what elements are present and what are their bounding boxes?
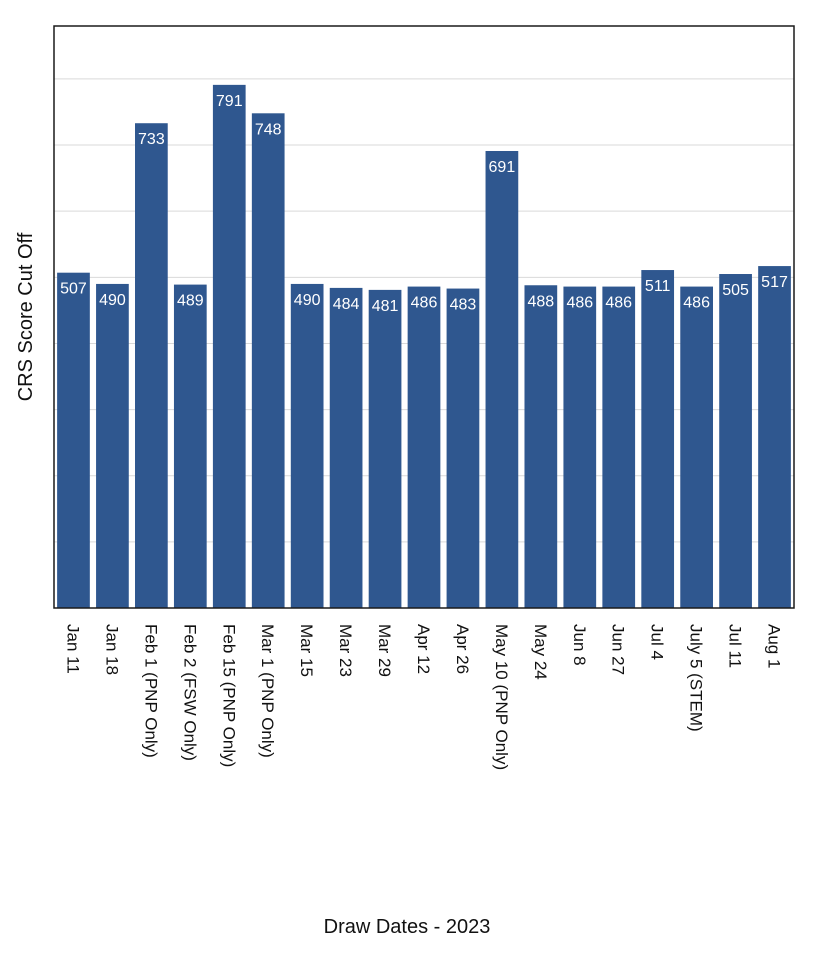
bar-value-label: 507 <box>60 281 87 298</box>
x-tick-label: Aug 1 <box>765 624 784 668</box>
bar <box>641 270 675 608</box>
bar <box>173 284 207 608</box>
bar-value-label: 748 <box>255 121 282 138</box>
bar <box>96 283 129 608</box>
x-tick-label: Mar 15 <box>297 624 316 677</box>
x-tick-label: Jan 18 <box>102 624 121 675</box>
x-tick-label: Jul 11 <box>726 624 745 668</box>
bar-value-label: 486 <box>683 295 710 312</box>
bar-value-label: 505 <box>722 282 749 299</box>
x-tick-label: Apr 12 <box>414 624 433 674</box>
bar-value-label: 486 <box>566 295 593 312</box>
bar-value-label: 733 <box>138 131 165 148</box>
plot-frame <box>53 25 795 609</box>
x-tick-labels: Jan 11 Jan 18 Feb 1 (PNP Only) Feb 2 (FSW O… <box>63 624 783 770</box>
bar <box>485 150 519 608</box>
bar <box>602 286 636 608</box>
bar <box>719 274 752 608</box>
x-tick-label: Jul 4 <box>648 624 667 660</box>
x-tick-label: May 24 <box>531 624 550 680</box>
bar-value-label: 517 <box>761 274 788 291</box>
x-tick-label: Mar 29 <box>375 624 394 677</box>
bar-value-label: 490 <box>99 292 126 309</box>
x-tick-label: Jun 27 <box>609 624 628 675</box>
x-tick-label: Feb 1 (PNP Only) <box>141 624 160 758</box>
x-tick-label: Mar 1 (PNP Only) <box>258 624 277 758</box>
bar <box>329 287 363 608</box>
bar-value-label: 486 <box>605 295 632 312</box>
bar-value-label: 691 <box>489 159 516 176</box>
bars <box>57 84 791 609</box>
bar-value-label: 486 <box>411 295 438 312</box>
x-tick-label: Feb 15 (PNP Only) <box>219 624 238 767</box>
bar <box>212 84 246 608</box>
value-labels: 507 490 733 489 791 748 490 484 481 486 483 691 488 4… <box>60 93 788 315</box>
bar <box>758 266 791 608</box>
x-tick-label: Jan 11 <box>63 624 82 674</box>
y-axis-title: CRS Score Cut Off <box>15 232 37 401</box>
bar <box>290 283 324 608</box>
x-tick-label: Jun 8 <box>570 624 589 666</box>
bar <box>407 286 441 608</box>
bar-value-label: 791 <box>216 93 243 110</box>
bar <box>680 286 713 608</box>
bar-value-label: 490 <box>294 292 321 309</box>
x-axis-title: Draw Dates - 2023 <box>324 916 491 938</box>
x-tick-label: July 5 (STEM) <box>687 624 706 732</box>
bar <box>135 123 168 608</box>
bar <box>446 288 480 608</box>
x-tick-label: Feb 2 (FSW Only) <box>180 624 199 761</box>
bar <box>57 272 90 608</box>
bar-value-label: 481 <box>372 298 399 315</box>
bar <box>368 289 402 608</box>
x-tick-label: Mar 23 <box>336 624 355 677</box>
bar-value-label: 488 <box>527 293 554 310</box>
bar-value-label: 483 <box>450 297 477 314</box>
bar-value-label: 484 <box>333 296 360 313</box>
bar <box>563 286 597 608</box>
bar <box>524 285 558 608</box>
bar-value-label: 489 <box>177 293 204 310</box>
x-tick-label: Apr 26 <box>453 624 472 674</box>
x-tick-label: May 10 (PNP Only) <box>492 624 511 770</box>
bar <box>251 113 285 609</box>
bar-value-label: 511 <box>645 278 671 295</box>
